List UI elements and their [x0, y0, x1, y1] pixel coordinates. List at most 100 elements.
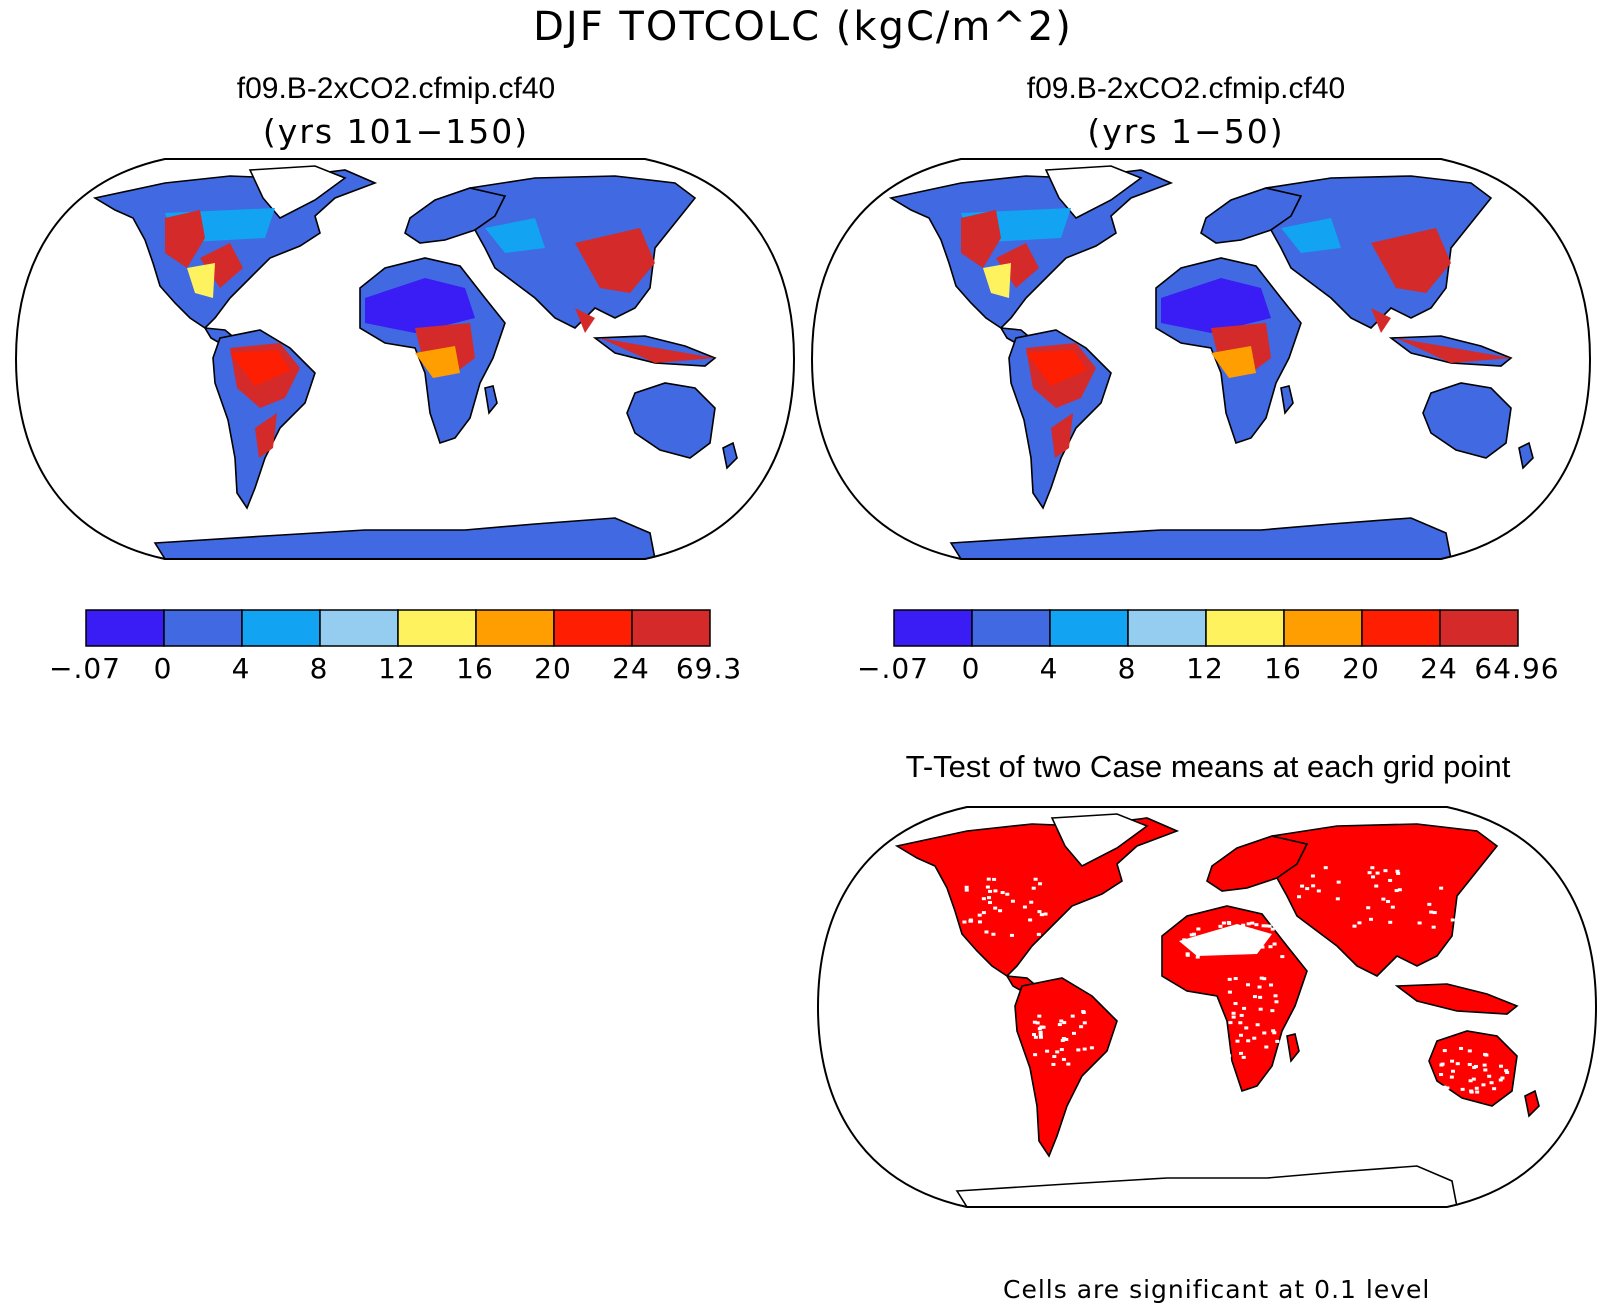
- high-value-region: [1371, 308, 1391, 333]
- nonsignificant-cell: [1257, 985, 1262, 989]
- nonsignificant-cell: [1280, 955, 1285, 959]
- land-gl: [1044, 165, 1143, 220]
- nonsignificant-cell: [1335, 897, 1340, 901]
- nonsignificant-cell: [1022, 905, 1027, 909]
- colorbar-swatch: [319, 609, 399, 647]
- nonsignificant-cell: [1038, 882, 1043, 886]
- nonsignificant-cell: [1270, 927, 1275, 931]
- nonsignificant-cell: [1262, 1031, 1267, 1035]
- nonsignificant-cell: [1082, 1047, 1087, 1051]
- high-value-region: [255, 413, 277, 458]
- nonsignificant-cell: [1064, 1037, 1069, 1041]
- nonsignificant-cell: [1498, 1078, 1503, 1082]
- nonsignificant-cell: [991, 932, 996, 936]
- panel2-colorbar: [893, 609, 1519, 647]
- nonsignificant-cell: [1070, 1014, 1075, 1018]
- nonsignificant-cell: [1323, 866, 1328, 870]
- nonsignificant-cell: [1282, 931, 1287, 935]
- land-au: [626, 382, 716, 459]
- map-outline: [810, 158, 1592, 560]
- nonsignificant-cell: [1238, 1021, 1243, 1025]
- nonsignificant-cell: [1032, 1020, 1037, 1024]
- nonsignificant-cell: [1228, 1021, 1233, 1025]
- colorbar-swatch: [971, 609, 1051, 647]
- footnote: Cells are significant at 0.1 level: [1003, 1275, 1431, 1304]
- nonsignificant-cell: [1300, 884, 1305, 888]
- nonsignificant-cell: [1089, 1046, 1094, 1050]
- nonsignificant-cell: [998, 909, 1003, 913]
- colorbar-swatch: [893, 609, 973, 647]
- nonsignificant-cell: [1305, 887, 1310, 891]
- nonsignificant-cell: [1059, 1019, 1064, 1023]
- nonsignificant-cell: [1071, 1031, 1076, 1035]
- nonsignificant-cell: [1244, 1026, 1249, 1030]
- nonsignificant-cell: [1388, 920, 1393, 924]
- nonsignificant-cell: [1270, 1009, 1275, 1013]
- nonsignificant-cell: [1246, 1039, 1251, 1043]
- nonsignificant-cell: [1031, 886, 1036, 890]
- colorbar-label: 16: [1264, 652, 1302, 685]
- land-id: [1394, 983, 1519, 1015]
- nonsignificant-cell: [1274, 1000, 1279, 1004]
- colorbar-label: 24: [612, 652, 650, 685]
- nonsignificant-cell: [1191, 932, 1196, 936]
- nonsignificant-cell: [1432, 911, 1437, 915]
- nonsignificant-cell: [1005, 892, 1010, 896]
- nonsignificant-cell: [1439, 1063, 1444, 1067]
- colorbar-label: −.07: [49, 652, 121, 685]
- nonsignificant-cell: [1045, 1049, 1050, 1053]
- nonsignificant-cell: [1066, 1062, 1071, 1066]
- colorbar-label: 0: [961, 652, 981, 685]
- nonsignificant-cell: [1043, 912, 1048, 916]
- nonsignificant-cell: [1381, 897, 1386, 901]
- nonsignificant-cell: [1227, 990, 1232, 994]
- nonsignificant-cell: [1231, 1015, 1236, 1019]
- nonsignificant-cell: [1038, 1035, 1043, 1039]
- mid-value-region: [485, 218, 545, 253]
- nonsignificant-cell: [1492, 1087, 1497, 1091]
- colorbar-swatch: [163, 609, 243, 647]
- nonsignificant-cell: [1250, 921, 1255, 925]
- land-na: [92, 169, 378, 330]
- land-nz: [1518, 441, 1534, 470]
- nonsignificant-cell: [1481, 1083, 1486, 1087]
- nonsignificant-cell: [1079, 1025, 1084, 1029]
- nonsignificant-cell: [1076, 1048, 1081, 1052]
- nonsignificant-cell: [1246, 922, 1251, 926]
- nonsignificant-cell: [1052, 1055, 1057, 1059]
- nonsignificant-cell: [1033, 877, 1038, 881]
- nonsignificant-cell: [1397, 888, 1402, 892]
- nonsignificant-cell: [1218, 924, 1223, 928]
- low-value-region: [1161, 278, 1271, 333]
- land-gl: [248, 165, 347, 220]
- colorbar-label: 0: [153, 652, 173, 685]
- nonsignificant-cell: [1258, 995, 1263, 999]
- high-value-region: [200, 243, 243, 288]
- nonsignificant-cell: [1442, 1049, 1447, 1053]
- nonsignificant-cell: [1383, 869, 1388, 873]
- land-an: [955, 1165, 1458, 1207]
- colorbar-swatch: [553, 609, 633, 647]
- panel1-map: [14, 158, 796, 560]
- nonsignificant-cell: [1499, 1064, 1504, 1068]
- nonsignificant-cell: [1189, 933, 1194, 937]
- nonsignificant-cell: [1352, 924, 1357, 928]
- nonsignificant-cell: [1390, 905, 1395, 909]
- land-md: [1286, 1033, 1300, 1063]
- colorbar-swatch: [1127, 609, 1207, 647]
- nonsignificant-cell: [1055, 1050, 1060, 1054]
- nonsignificant-cell: [1375, 871, 1380, 875]
- nonsignificant-cell: [1336, 880, 1341, 884]
- colorbar-swatch: [1283, 609, 1363, 647]
- nonsignificant-cell: [1252, 995, 1257, 999]
- nonsignificant-cell: [1241, 1055, 1246, 1059]
- nonsignificant-cell: [1061, 1036, 1066, 1040]
- nonsignificant-cell: [1233, 1002, 1238, 1006]
- nonsignificant-cell: [1038, 1030, 1043, 1034]
- nonsignificant-cell: [1185, 953, 1190, 957]
- nonsignificant-cell: [1195, 955, 1200, 959]
- panel2-title: f09.B-2xCO2.cfmip.cf40: [1026, 72, 1346, 105]
- nonsignificant-cell: [1394, 889, 1399, 893]
- nonsignificant-cell: [1060, 1038, 1065, 1042]
- nonsignificant-cell: [1033, 1053, 1038, 1057]
